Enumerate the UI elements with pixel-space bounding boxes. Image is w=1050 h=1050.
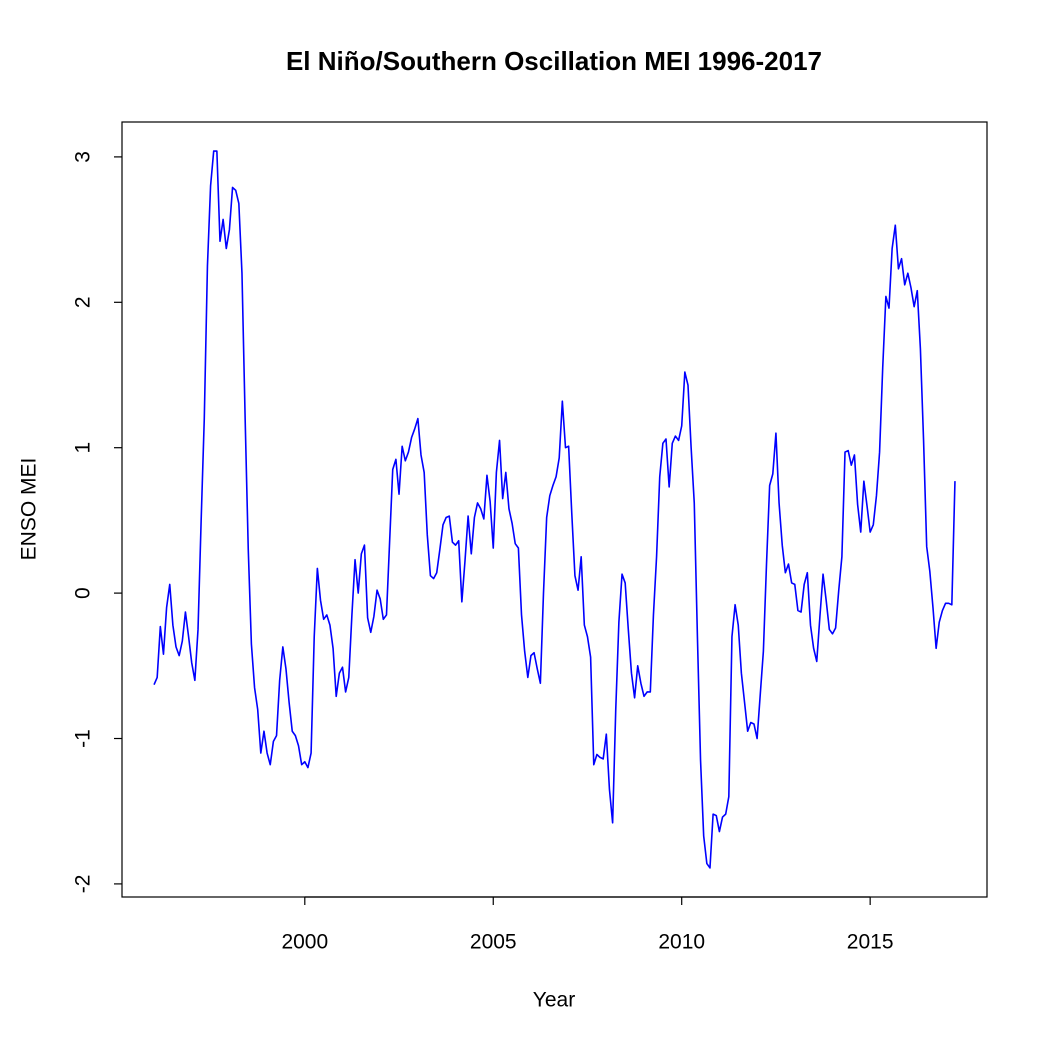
y-tick-label: 0	[72, 587, 95, 599]
x-axis-label: Year	[533, 989, 575, 1012]
y-axis-label: ENSO MEI	[18, 458, 41, 561]
x-tick-label: 2005	[470, 931, 517, 954]
y-tick-label: 2	[72, 296, 95, 308]
x-tick-label: 2000	[281, 931, 328, 954]
x-tick-label: 2015	[847, 931, 894, 954]
y-tick-label: -2	[72, 875, 95, 894]
data-line	[153, 150, 956, 869]
y-tick-label: -1	[72, 729, 95, 748]
y-tick-label: 1	[72, 442, 95, 454]
x-tick-label: 2010	[658, 931, 705, 954]
y-tick-label: 3	[72, 151, 95, 163]
chart-title: El Niño/Southern Oscillation MEI 1996-20…	[286, 46, 822, 76]
